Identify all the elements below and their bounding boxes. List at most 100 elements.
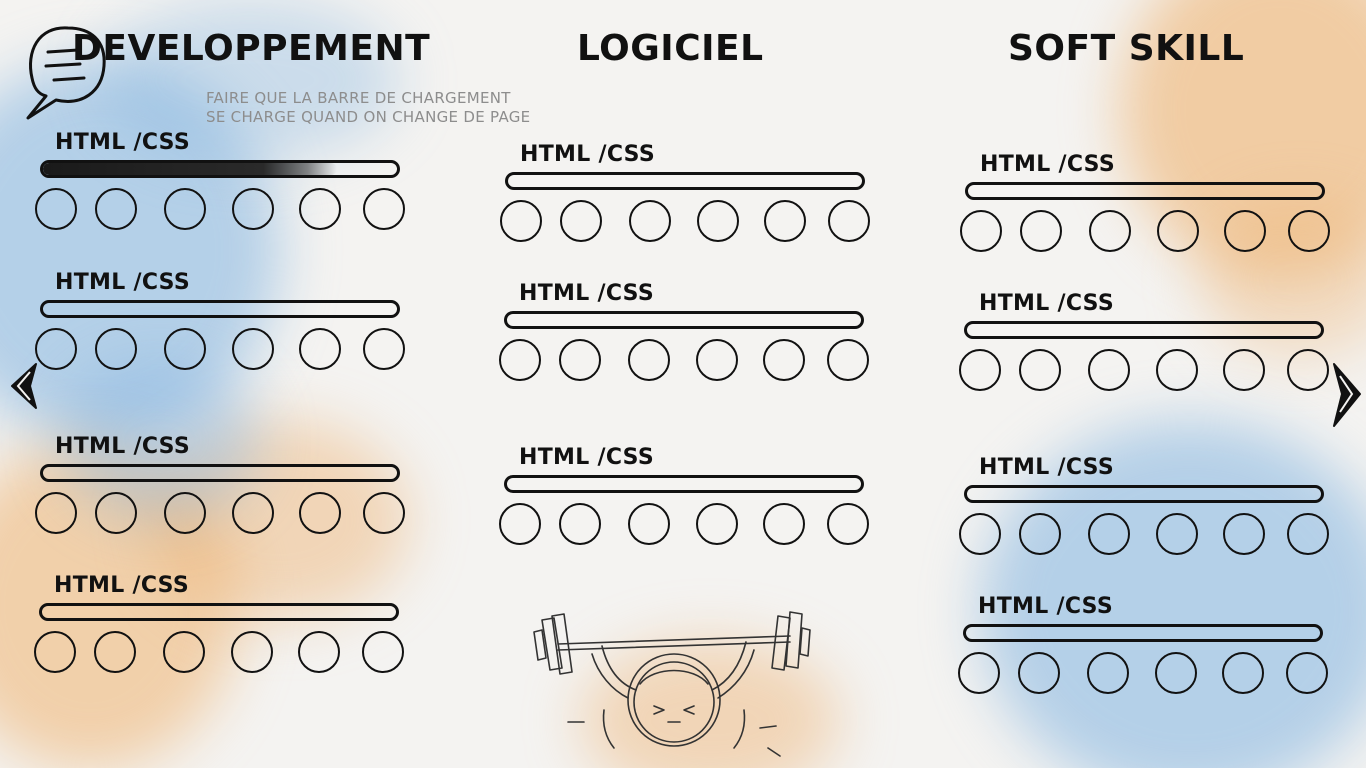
rating-dot-3[interactable]: [1089, 210, 1131, 252]
skill-rating-dots: [34, 631, 414, 675]
rating-dot-5[interactable]: [1223, 349, 1265, 391]
rating-dot-3[interactable]: [628, 503, 670, 545]
arrow-left-icon[interactable]: [6, 360, 42, 416]
weightlifter-icon: [528, 610, 818, 764]
rating-dot-1[interactable]: [960, 210, 1002, 252]
skill-label: HTML /CSS: [519, 445, 654, 470]
rating-dot-6[interactable]: [363, 328, 405, 370]
skill-label: HTML /CSS: [55, 270, 190, 295]
rating-dot-3[interactable]: [164, 328, 206, 370]
rating-dot-1[interactable]: [35, 328, 77, 370]
rating-dot-5[interactable]: [299, 492, 341, 534]
dev-note-line-2: SE CHARGE QUAND ON CHANGE DE PAGE: [206, 108, 531, 126]
rating-dot-6[interactable]: [363, 188, 405, 230]
skill-progress-bar: [40, 160, 400, 178]
skill-card-developpement-1: HTML /CSS: [35, 130, 415, 250]
rating-dot-5[interactable]: [299, 328, 341, 370]
rating-dot-3[interactable]: [1088, 349, 1130, 391]
rating-dot-6[interactable]: [362, 631, 404, 673]
rating-dot-4[interactable]: [232, 328, 274, 370]
rating-dot-2[interactable]: [1019, 513, 1061, 555]
rating-dot-2[interactable]: [95, 492, 137, 534]
column-title-logiciel: LOGICIEL: [577, 28, 764, 69]
skill-card-logiciel-3: HTML /CSS: [499, 445, 879, 565]
rating-dot-1[interactable]: [499, 503, 541, 545]
skill-rating-dots: [499, 503, 879, 547]
rating-dot-2[interactable]: [560, 200, 602, 242]
rating-dot-3[interactable]: [1087, 652, 1129, 694]
rating-dot-6[interactable]: [828, 200, 870, 242]
dev-note: FAIRE QUE LA BARRE DE CHARGEMENT SE CHAR…: [206, 89, 530, 127]
rating-dot-4[interactable]: [232, 188, 274, 230]
rating-dot-2[interactable]: [559, 503, 601, 545]
rating-dot-2[interactable]: [95, 188, 137, 230]
skill-label: HTML /CSS: [54, 573, 189, 598]
rating-dot-5[interactable]: [1222, 652, 1264, 694]
rating-dot-5[interactable]: [1224, 210, 1266, 252]
skill-progress-fill: [43, 163, 337, 175]
rating-dot-3[interactable]: [164, 188, 206, 230]
rating-dot-5[interactable]: [299, 188, 341, 230]
rating-dot-6[interactable]: [827, 503, 869, 545]
rating-dot-4[interactable]: [1157, 210, 1199, 252]
rating-dot-1[interactable]: [35, 188, 77, 230]
rating-dot-6[interactable]: [1287, 513, 1329, 555]
rating-dot-1[interactable]: [499, 339, 541, 381]
rating-dot-2[interactable]: [1018, 652, 1060, 694]
rating-dot-4[interactable]: [1156, 349, 1198, 391]
rating-dot-5[interactable]: [763, 503, 805, 545]
rating-dot-3[interactable]: [629, 200, 671, 242]
skill-card-soft-skill-1: HTML /CSS: [960, 152, 1340, 272]
rating-dot-2[interactable]: [1020, 210, 1062, 252]
rating-dot-2[interactable]: [94, 631, 136, 673]
rating-dot-6[interactable]: [1287, 349, 1329, 391]
rating-dot-5[interactable]: [764, 200, 806, 242]
rating-dot-1[interactable]: [35, 492, 77, 534]
column-title-soft-skill: SOFT SKILL: [1008, 28, 1245, 69]
rating-dot-1[interactable]: [958, 652, 1000, 694]
skill-progress-bar: [965, 182, 1325, 200]
skill-card-logiciel-2: HTML /CSS: [499, 281, 879, 401]
skill-label: HTML /CSS: [979, 455, 1114, 480]
rating-dot-3[interactable]: [163, 631, 205, 673]
rating-dot-3[interactable]: [1088, 513, 1130, 555]
rating-dot-4[interactable]: [696, 339, 738, 381]
skill-card-logiciel-1: HTML /CSS: [500, 142, 880, 262]
skill-rating-dots: [499, 339, 879, 383]
rating-dot-5[interactable]: [298, 631, 340, 673]
rating-dot-1[interactable]: [34, 631, 76, 673]
dev-note-line-1: FAIRE QUE LA BARRE DE CHARGEMENT: [206, 89, 511, 107]
rating-dot-5[interactable]: [1223, 513, 1265, 555]
chat-bubble-icon[interactable]: [18, 22, 110, 130]
skill-rating-dots: [35, 328, 415, 372]
skill-progress-bar: [964, 321, 1324, 339]
rating-dot-1[interactable]: [500, 200, 542, 242]
rating-dot-2[interactable]: [1019, 349, 1061, 391]
rating-dot-6[interactable]: [1288, 210, 1330, 252]
rating-dot-6[interactable]: [1286, 652, 1328, 694]
skill-rating-dots: [959, 513, 1339, 557]
rating-dot-4[interactable]: [1156, 513, 1198, 555]
skill-label: HTML /CSS: [55, 434, 190, 459]
rating-dot-3[interactable]: [628, 339, 670, 381]
rating-dot-4[interactable]: [696, 503, 738, 545]
rating-dot-2[interactable]: [95, 328, 137, 370]
skill-label: HTML /CSS: [978, 594, 1113, 619]
skill-progress-bar: [504, 475, 864, 493]
rating-dot-1[interactable]: [959, 513, 1001, 555]
rating-dot-3[interactable]: [164, 492, 206, 534]
rating-dot-5[interactable]: [763, 339, 805, 381]
rating-dot-4[interactable]: [232, 492, 274, 534]
skill-rating-dots: [959, 349, 1339, 393]
rating-dot-4[interactable]: [1155, 652, 1197, 694]
rating-dot-4[interactable]: [231, 631, 273, 673]
rating-dot-1[interactable]: [959, 349, 1001, 391]
rating-dot-2[interactable]: [559, 339, 601, 381]
skill-card-soft-skill-3: HTML /CSS: [959, 455, 1339, 575]
skill-label: HTML /CSS: [55, 130, 190, 155]
rating-dot-6[interactable]: [827, 339, 869, 381]
arrow-right-icon[interactable]: [1328, 360, 1364, 434]
rating-dot-4[interactable]: [697, 200, 739, 242]
skill-progress-bar: [40, 300, 400, 318]
rating-dot-6[interactable]: [363, 492, 405, 534]
